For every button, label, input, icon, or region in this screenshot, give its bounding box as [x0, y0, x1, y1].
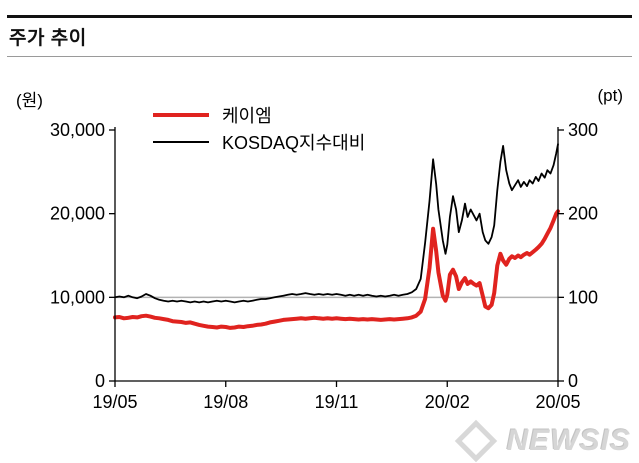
x-tick-label: 19/05 [92, 392, 137, 412]
right-axis-unit-label: (pt) [597, 86, 624, 105]
legend-swatch-kosdaq [153, 141, 209, 143]
page-title: 주가 추이 [9, 28, 87, 49]
legend-item-keiem: 케이엠 [153, 103, 365, 127]
series-line-1 [114, 143, 559, 304]
right-tick-label: 0 [568, 371, 578, 391]
right-tick-label: 100 [568, 287, 598, 307]
title-top-rule [7, 15, 632, 18]
x-tick-label: 20/02 [425, 392, 470, 412]
left-tick-label: 0 [95, 371, 105, 391]
legend-label-keiem: 케이엠 [222, 106, 272, 126]
right-tick-label: 300 [568, 120, 598, 140]
x-tick-label: 19/11 [315, 392, 359, 412]
left-axis-unit-label: (원) [16, 91, 43, 110]
chart-legend: 케이엠 KOSDAQ지수대비 [153, 103, 365, 157]
newsis-logo-icon [454, 419, 497, 463]
title-bottom-rule [7, 56, 632, 57]
left-tick-label: 20,000 [50, 204, 105, 224]
x-tick-label: 20/05 [535, 392, 580, 412]
legend-label-kosdaq: KOSDAQ지수대비 [222, 133, 366, 153]
left-tick-label: 10,000 [50, 287, 105, 307]
right-tick-label: 200 [568, 204, 598, 224]
legend-item-kosdaq: KOSDAQ지수대비 [153, 130, 365, 154]
left-tick-label: 30,000 [50, 120, 105, 140]
newsis-watermark-text: NEWSIS [506, 424, 631, 457]
newsis-watermark: NEWSIS [454, 419, 631, 463]
legend-swatch-keiem [153, 113, 209, 117]
x-tick-label: 19/08 [203, 392, 248, 412]
series-line-0 [113, 209, 560, 330]
